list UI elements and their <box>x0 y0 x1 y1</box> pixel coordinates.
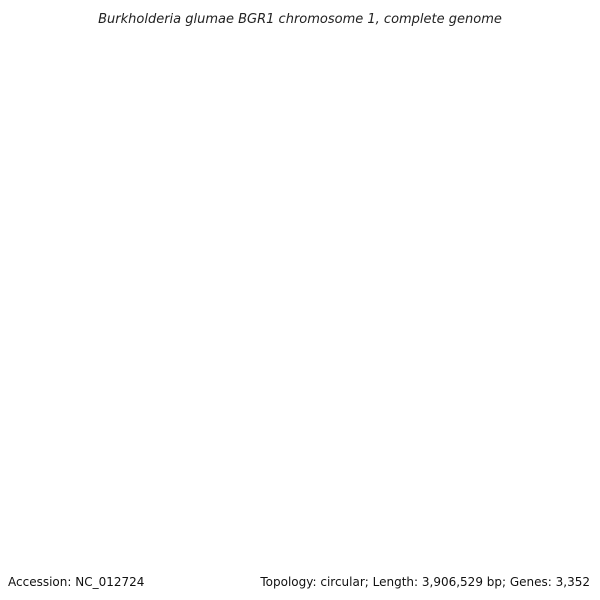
backbone <box>0 0 21 332</box>
tick-marks <box>0 0 10 340</box>
topology-summary: Topology: circular; Length: 3,906,529 bp… <box>259 575 590 589</box>
map-title: Burkholderia glumae BGR1 chromosome 1, c… <box>98 12 502 27</box>
accession-text: Accession: NC_012724 <box>8 575 144 589</box>
backbone-arc <box>0 0 21 332</box>
